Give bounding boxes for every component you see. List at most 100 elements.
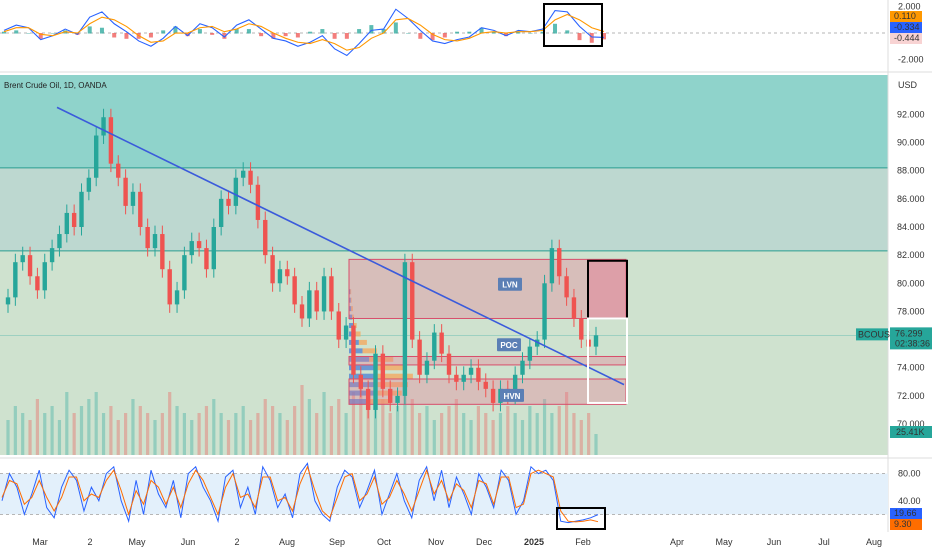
zone-poc [348, 355, 627, 366]
volume-profile-bar [350, 297, 352, 303]
volume-bar [344, 413, 348, 455]
candle-body [204, 248, 209, 270]
candle-body [79, 191, 84, 227]
macd-histogram-bar [38, 33, 43, 39]
volume-bar [153, 420, 157, 455]
volume-bar [520, 420, 525, 455]
volume-bar [234, 413, 238, 455]
stoch-tick-label: 40.00 [898, 496, 921, 506]
time-tick-label: Apr [670, 537, 684, 547]
candle-body [174, 290, 180, 305]
volume-bar [94, 392, 98, 455]
symbol-label: BCOUSD [858, 329, 897, 339]
candle-body [116, 163, 121, 178]
volume-bar [35, 399, 39, 455]
volume-bar [307, 399, 311, 455]
volume-bar [462, 413, 466, 455]
macd-histogram-bar [528, 33, 533, 34]
macd-histogram-bar [491, 31, 496, 34]
volume-bar [6, 420, 10, 455]
volume-profile-bar [349, 356, 370, 362]
macd-histogram-bar [467, 31, 472, 34]
time-tick-label: Sep [329, 537, 345, 547]
macd-histogram-bar [418, 33, 423, 39]
macd-histogram-bar [259, 33, 264, 37]
macd-tick-label: -2.000 [898, 54, 924, 64]
volume-bar [535, 413, 539, 455]
macd-histogram-bar [50, 33, 55, 34]
candle-body [64, 212, 69, 235]
macd-histogram-bar [246, 29, 251, 34]
volume-bar [263, 399, 267, 455]
macd-histogram-bar [406, 33, 411, 34]
candle-body [20, 255, 25, 263]
volume-profile-bar [367, 399, 390, 405]
stoch-d-value-box [890, 519, 922, 530]
macd-histogram-bar [173, 26, 178, 34]
candle-body [270, 255, 275, 284]
volume-bar [50, 406, 54, 455]
volume-profile-bar [373, 390, 402, 396]
candle-body [285, 269, 290, 277]
volume-profile-bar [376, 373, 413, 379]
time-tick-label: Aug [866, 537, 882, 547]
volume-bar [300, 385, 304, 455]
volume-bar [476, 406, 480, 455]
macd-histogram-bar [369, 25, 374, 34]
macd-value: 0.110 [894, 11, 916, 21]
volume-bar [359, 385, 363, 455]
candle-body [218, 198, 224, 227]
price-axis-unit: USD [898, 80, 918, 90]
candle-body [512, 374, 518, 396]
macd-tick-label: 2.000 [898, 2, 921, 12]
candle-body [35, 276, 40, 291]
volume-bar [226, 420, 231, 455]
candle-body [535, 339, 540, 347]
price-axis [888, 75, 932, 455]
volume-bar [131, 399, 135, 455]
macd-histogram-bar [332, 33, 337, 39]
candle-body [490, 388, 496, 403]
volume-bar [329, 406, 333, 455]
volume-bar [513, 413, 517, 455]
volume-bar [381, 399, 385, 455]
macd-histogram-bar [148, 33, 153, 38]
background-band [0, 75, 888, 168]
price-tick-label: 90.000 [897, 138, 925, 148]
price-tick-label: 72.000 [897, 391, 925, 401]
stochastic-panel: 80.00 40.00 19.669.30 [0, 457, 932, 530]
volume-bar [65, 392, 69, 455]
macd-histogram-bar [516, 31, 521, 34]
candle-body [189, 241, 194, 256]
macd-histogram-bar [308, 31, 313, 34]
volume-bar [138, 406, 142, 455]
macd-histogram-bar [185, 33, 190, 37]
time-tick-label: Jun [181, 537, 196, 547]
price-tick-label: 74.000 [897, 363, 925, 373]
candle-body [255, 184, 261, 220]
macd-histogram-bar [565, 30, 570, 34]
zone-label-poc: POC [500, 341, 518, 350]
candle-body [182, 255, 187, 291]
volume-profile-bar [358, 339, 367, 345]
volume-bar [278, 413, 282, 455]
volume-bar [528, 406, 532, 455]
volume-bar [366, 406, 370, 455]
candle-body [57, 234, 62, 249]
macd-histogram-bar [26, 33, 31, 34]
time-tick-label: Jul [818, 537, 830, 547]
macd-histogram-bar [602, 33, 606, 40]
candle-body [468, 367, 474, 375]
candle-body [410, 262, 415, 340]
time-tick-label: 2025 [524, 537, 544, 547]
candle-body [432, 332, 437, 361]
macd-histogram-bar [99, 27, 104, 34]
candle-body [101, 117, 106, 136]
volume-profile-bar [349, 314, 353, 320]
candle-body [351, 325, 356, 375]
volume-profile-bar [355, 331, 361, 337]
candle-body [292, 276, 297, 305]
zone-label-lvn: LVN [502, 281, 518, 290]
